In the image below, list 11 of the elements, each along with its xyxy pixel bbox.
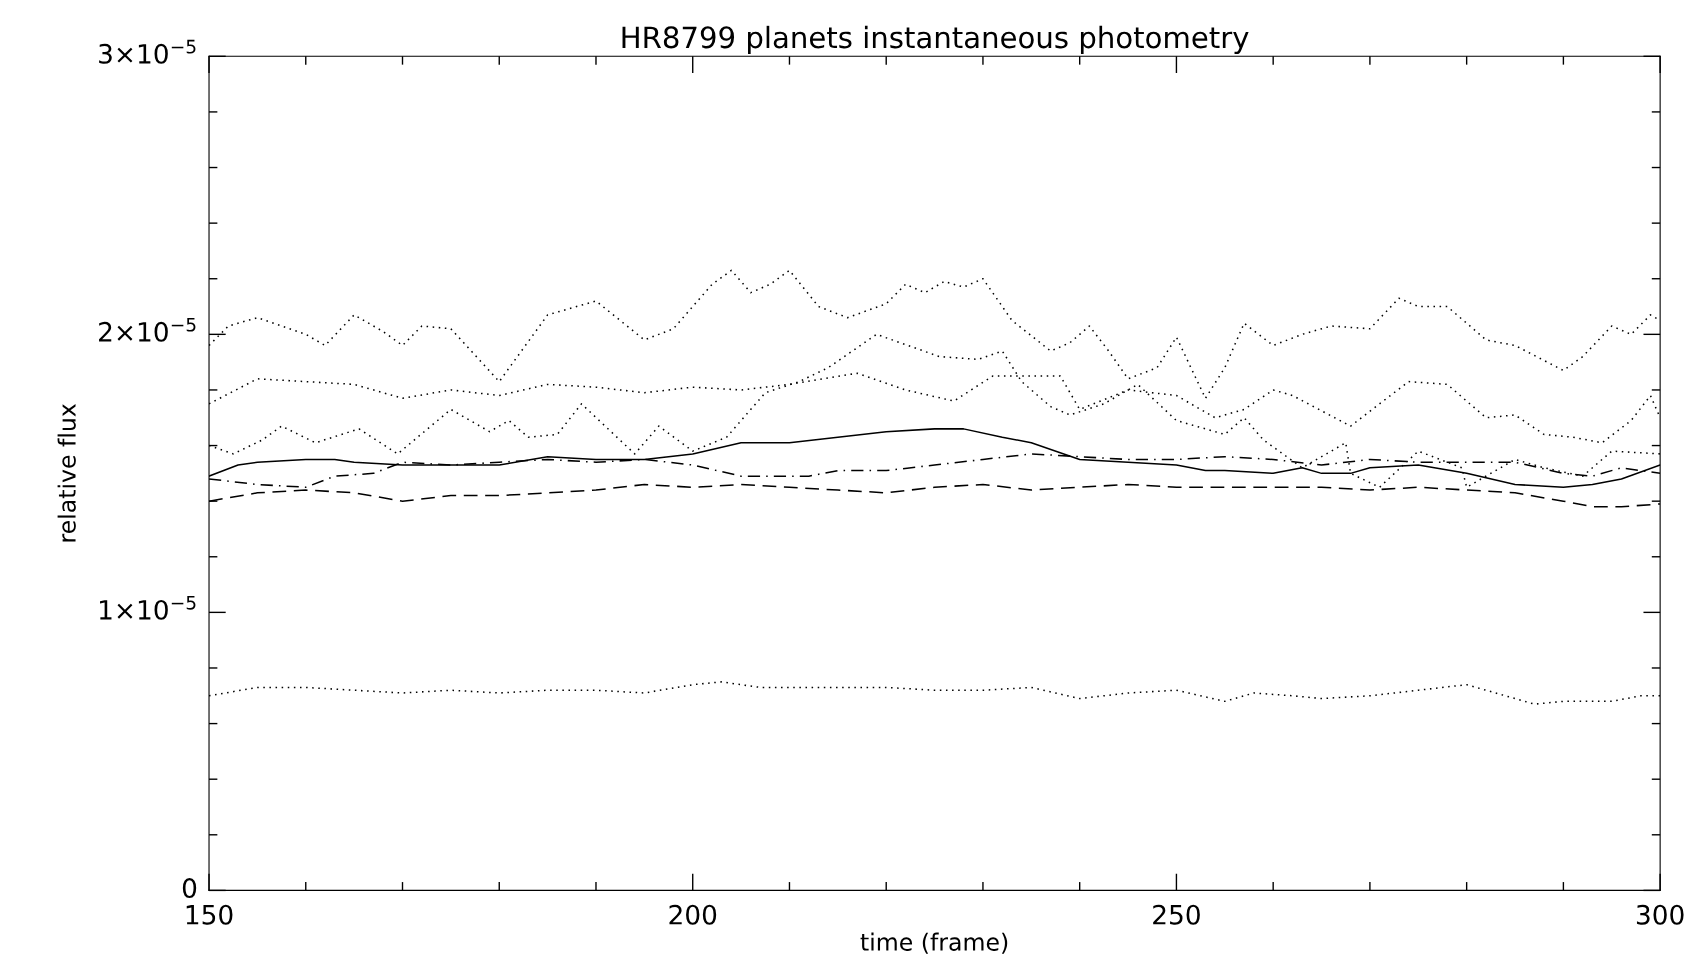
chart-title: HR8799 planets instantaneous photometry	[622, 25, 1249, 55]
x-tick-label: 200	[669, 904, 717, 925]
y-tick-label: 2×10$^{−5}$	[99, 317, 196, 342]
x-axis-title: time (frame)	[860, 932, 1008, 954]
x-tick-label: 250	[1153, 904, 1200, 925]
y-tick-label: 1×10$^{−5}$	[100, 595, 196, 620]
x-tick-label: 300	[1636, 904, 1684, 925]
y-tick-label: 3×10$^{−5}$	[99, 39, 196, 64]
x-tick-label: 150	[186, 904, 233, 925]
y-tick-label: 0	[182, 878, 197, 899]
y-axis-title: relative flux	[57, 403, 76, 542]
